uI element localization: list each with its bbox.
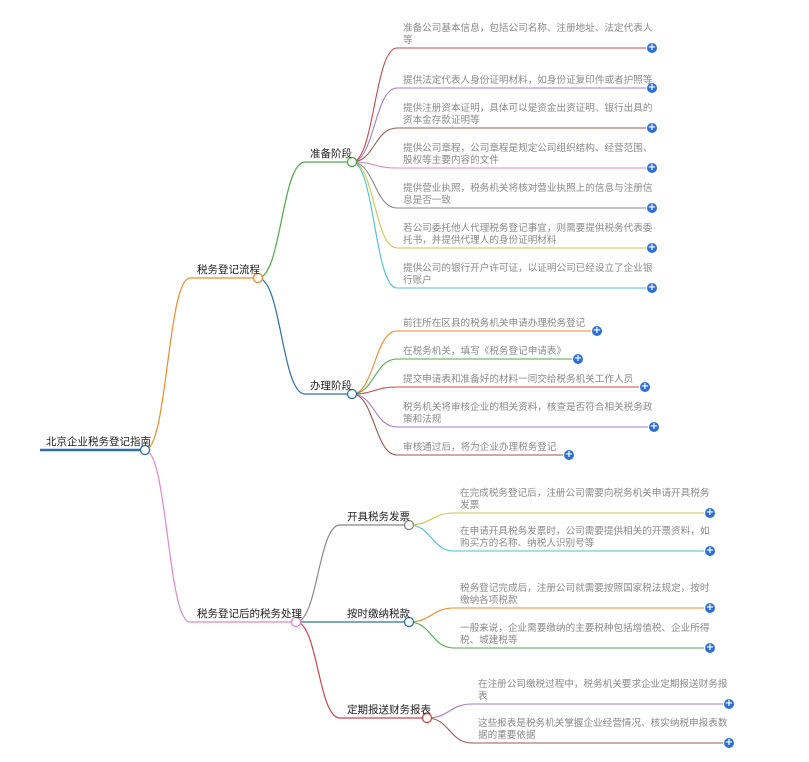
leaf-text: 在税务机关，填写《税务登记申请表》 [403, 346, 567, 357]
branch-node-label: 税务登记流程 [197, 264, 260, 276]
plus-circle-icon[interactable]: + [705, 602, 715, 613]
sub-branch-node-label: 定期报送财务报表 [347, 704, 431, 716]
plus-circle-icon[interactable]: + [724, 698, 734, 709]
leaf-text: 提供注册资本证明，具体可以是资金出资证明、银行出具的资本金存款证明等 [403, 103, 653, 126]
plus-circle-icon[interactable]: + [647, 82, 657, 93]
leaf-text: 审核通过后，将为企业办理税务登记 [403, 442, 557, 453]
leaf-text: 在注册公司缴税过程中，税务机关要求企业定期报送财务报表 [478, 679, 728, 702]
collapse-circle-icon[interactable] [346, 156, 358, 168]
plus-circle-icon[interactable]: + [647, 202, 657, 213]
sub-branch-node-label: 开具税务发票 [347, 511, 410, 523]
leaf-connector [351, 393, 648, 428]
leaf-connector [351, 358, 572, 395]
branch-node-label: 税务登记后的税务处理 [197, 608, 302, 620]
leaf-text: 前往所在区县的税务机关申请办理税务登记 [403, 318, 586, 329]
collapse-circle-icon[interactable] [139, 444, 151, 456]
leaf-text: 一般来说，企业需要缴纳的主要税种包括增值税、企业所得税、城建税等 [460, 623, 710, 646]
leaf-text: 在申请开具税务发票时，公司需要提供相关的开票资料，如购买方的名称、纳税人识别号等 [460, 526, 710, 549]
plus-circle-icon[interactable]: + [573, 353, 583, 364]
leaf-text: 准备公司基本信息，包括公司名称、注册地址、法定代表人等 [403, 23, 653, 46]
collapse-circle-icon[interactable] [403, 519, 415, 531]
leaf-connector [408, 607, 704, 623]
plus-circle-icon[interactable]: + [724, 737, 734, 748]
leaf-connector [351, 87, 646, 163]
leaf-connector [351, 47, 646, 163]
plus-circle-icon[interactable]: + [564, 449, 574, 460]
collapse-circle-icon[interactable] [252, 272, 264, 284]
collapse-circle-icon[interactable] [421, 712, 433, 724]
plus-circle-icon[interactable]: + [705, 642, 715, 653]
leaf-connector [408, 524, 704, 552]
sub-branch-node-label: 按时缴纳税款 [347, 608, 410, 620]
leaf-connector [426, 703, 723, 719]
sub-branch-node-label: 办理阶段 [310, 380, 352, 392]
plus-circle-icon[interactable]: + [647, 42, 657, 53]
sub-branch-connector [295, 524, 409, 623]
plus-circle-icon[interactable]: + [647, 242, 657, 253]
leaf-text: 提供公司的银行开户许可证，以证明公司已经设立了企业银行账户 [403, 263, 653, 286]
sub-branch-node-label: 准备阶段 [310, 148, 352, 160]
leaf-connector [351, 161, 646, 289]
leaf-text: 这些报表是税务机关掌握企业经营情况、核实纳税申报表数据的重要依据 [478, 718, 728, 741]
sub-branch-connector [257, 161, 352, 279]
leaf-connector [351, 161, 646, 169]
plus-circle-icon[interactable]: + [705, 545, 715, 556]
leaf-text: 税务登记完成后，注册公司就需要按照国家税法规定，按时缴纳各项税款 [460, 583, 710, 606]
branch-connector [144, 449, 296, 623]
leaf-connector [351, 161, 646, 249]
collapse-circle-icon[interactable] [403, 616, 415, 628]
leaf-connector [351, 161, 646, 209]
plus-circle-icon[interactable]: + [647, 282, 657, 293]
plus-circle-icon[interactable]: + [647, 162, 657, 173]
plus-circle-icon[interactable]: + [649, 421, 659, 432]
plus-circle-icon[interactable]: + [640, 381, 650, 392]
collapse-circle-icon[interactable] [290, 616, 302, 628]
plus-circle-icon[interactable]: + [592, 325, 602, 336]
plus-circle-icon[interactable]: + [705, 507, 715, 518]
root-node-label: 北京企业税务登记指南 [46, 436, 151, 448]
leaf-text: 提交申请表和准备好的材料一同交给税务机关工作人员 [403, 374, 634, 385]
leaf-text: 税务机关将审核企业的相关资料，核查是否符合相关税务政策和法规 [403, 402, 653, 425]
sub-branch-connector [295, 621, 427, 719]
leaf-text: 若公司委托他人代理税务登记事宜，则需要提供税务代表委托书，并提供代理人的身份证明… [403, 223, 653, 246]
leaf-connector [408, 621, 704, 649]
leaf-connector [351, 386, 639, 395]
leaf-connector [426, 717, 723, 744]
branch-connector [144, 277, 258, 451]
leaf-connector [408, 512, 704, 526]
leaf-connector [351, 330, 591, 395]
leaf-text: 提供公司章程，公司章程是规定公司组织结构、经营范围、股权等主要内容的文件 [403, 143, 653, 166]
leaf-connector [351, 393, 563, 456]
plus-circle-icon[interactable]: + [647, 122, 657, 133]
leaf-text: 提供法定代表人身份证明材料，如身份证复印件或者护照等 [403, 75, 653, 86]
sub-branch-connector [257, 277, 352, 395]
leaf-connector [351, 127, 646, 163]
leaf-text: 在完成税务登记后，注册公司需要向税务机关申请开具税务发票 [460, 488, 710, 511]
collapse-circle-icon[interactable] [346, 388, 358, 400]
leaf-text: 提供营业执照，税务机关将核对营业执照上的信息与注册信息是否一致 [403, 183, 653, 206]
